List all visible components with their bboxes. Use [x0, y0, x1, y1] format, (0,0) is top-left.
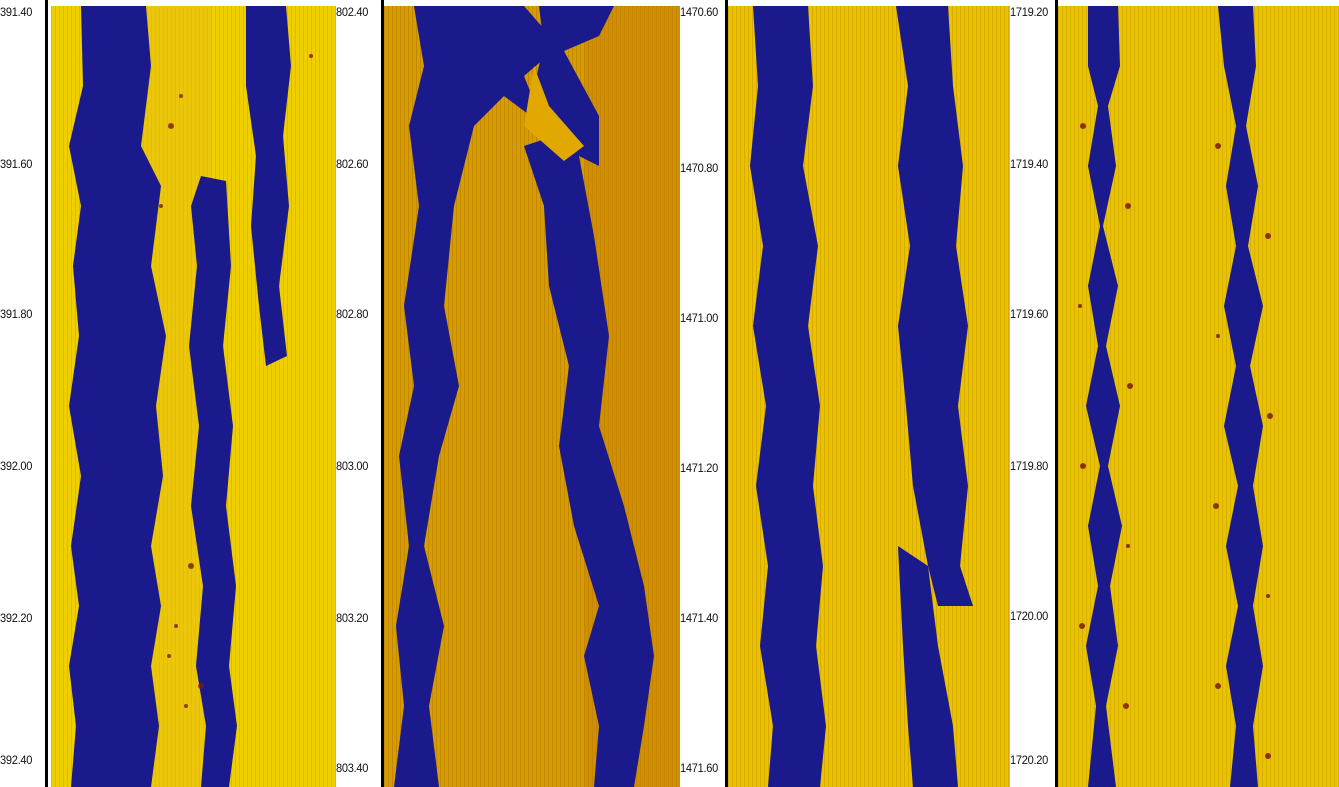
depth-tick: 1471.20 — [680, 461, 718, 475]
depth-tick: 1471.60 — [680, 761, 718, 775]
axis-line — [725, 0, 728, 787]
depth-tick: 802.80 — [336, 307, 369, 321]
depth-tick: 1720.20 — [1010, 753, 1048, 767]
depth-tick: 392.00 — [0, 459, 33, 473]
depth-tick: 392.20 — [0, 611, 33, 625]
depth-panel-2: 802.40 802.60 802.80 803.00 803.20 803.4… — [336, 0, 680, 787]
depth-tick: 391.60 — [0, 157, 33, 171]
borehole-image-1 — [51, 6, 336, 787]
depth-panel-3: 1470.60 1470.80 1471.00 1471.20 1471.40 … — [680, 0, 1010, 787]
axis-line — [1055, 0, 1058, 787]
depth-panel-1: 391.40 391.60 391.80 392.00 392.20 392.4… — [0, 0, 336, 787]
depth-tick: 1719.60 — [1010, 307, 1048, 321]
axis-line — [381, 0, 384, 787]
depth-tick: 392.40 — [0, 753, 33, 767]
depth-tick: 391.40 — [0, 5, 33, 19]
depth-tick: 803.00 — [336, 459, 369, 473]
depth-tick: 391.80 — [0, 307, 33, 321]
borehole-image-2 — [384, 6, 680, 787]
depth-axis-3: 1470.60 1470.80 1471.00 1471.20 1471.40 … — [680, 0, 728, 787]
borehole-image-3 — [728, 6, 1010, 787]
depth-tick: 1471.40 — [680, 611, 718, 625]
depth-tick: 802.60 — [336, 157, 369, 171]
depth-tick: 1470.60 — [680, 5, 718, 19]
depth-axis-1: 391.40 391.60 391.80 392.00 392.20 392.4… — [0, 0, 48, 787]
borehole-image-4 — [1058, 6, 1339, 787]
depth-tick: 1719.40 — [1010, 157, 1048, 171]
depth-tick: 803.20 — [336, 611, 369, 625]
depth-tick: 1471.00 — [680, 311, 718, 325]
axis-line — [45, 0, 48, 787]
depth-tick: 1719.20 — [1010, 5, 1048, 19]
depth-tick: 1720.00 — [1010, 609, 1048, 623]
depth-axis-2: 802.40 802.60 802.80 803.00 803.20 803.4… — [336, 0, 384, 787]
depth-tick: 1470.80 — [680, 161, 718, 175]
depth-tick: 803.40 — [336, 761, 369, 775]
depth-tick: 1719.80 — [1010, 459, 1048, 473]
depth-panel-4: 1719.20 1719.40 1719.60 1719.80 1720.00 … — [1010, 0, 1339, 787]
depth-tick: 802.40 — [336, 5, 369, 19]
depth-axis-4: 1719.20 1719.40 1719.60 1719.80 1720.00 … — [1010, 0, 1058, 787]
